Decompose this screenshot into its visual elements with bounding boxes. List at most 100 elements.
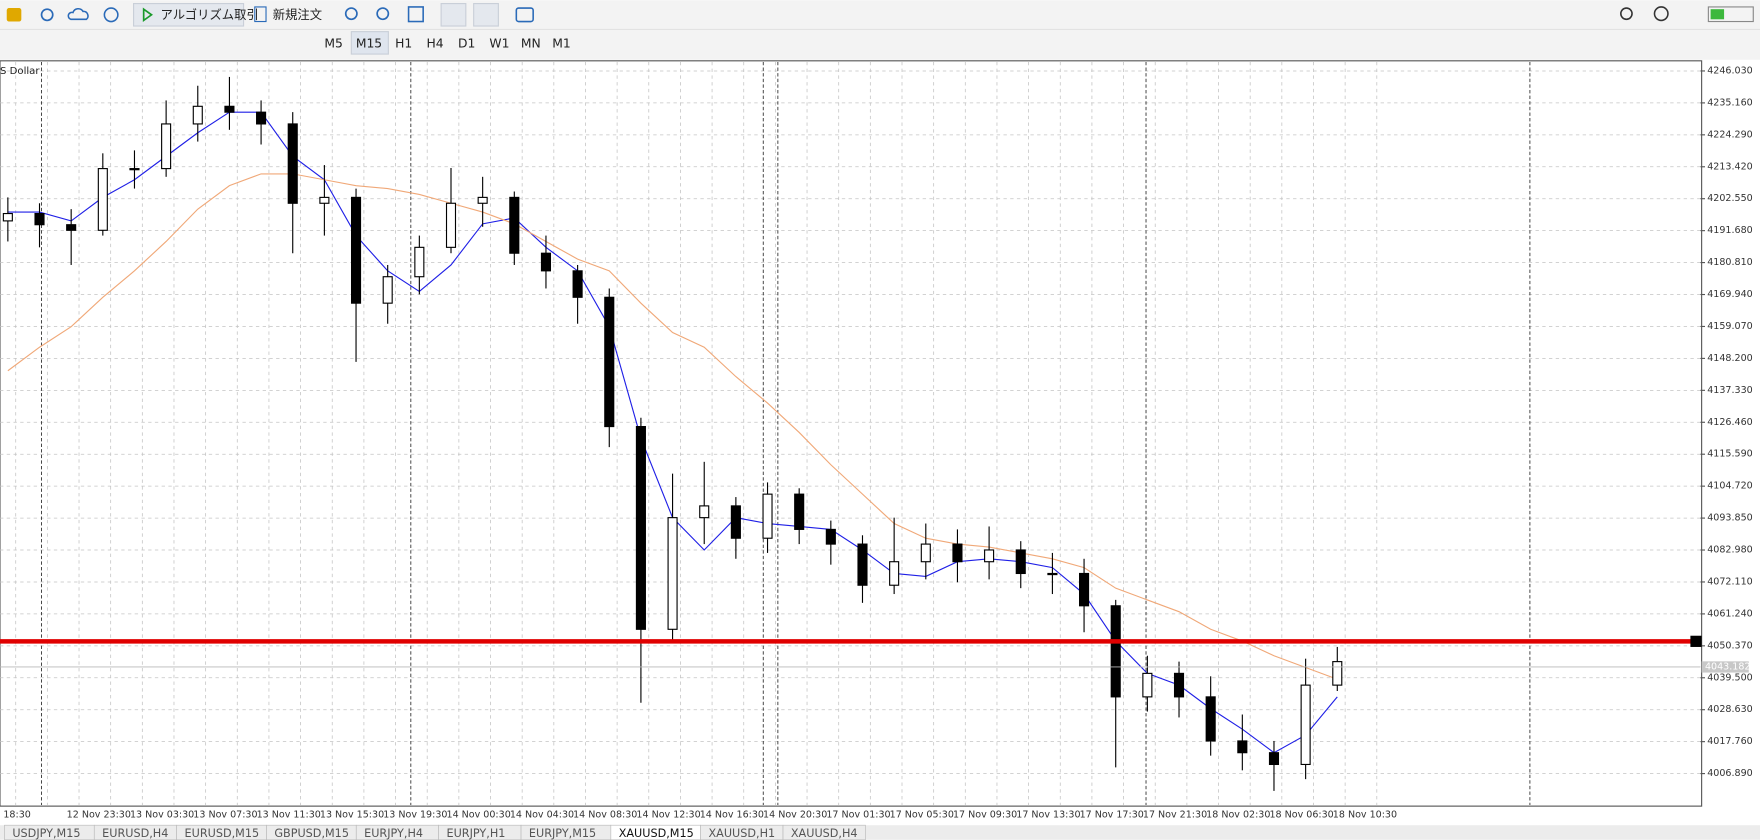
candle-body — [1047, 572, 1058, 576]
x-tick-label: 12 Nov 23:30 — [67, 810, 131, 821]
y-tick-label: 4061.240 — [1707, 608, 1752, 619]
y-tick-label: 4115.590 — [1707, 449, 1752, 460]
candle-body — [414, 246, 425, 278]
candle-body — [540, 252, 552, 272]
battery-level — [1710, 9, 1725, 20]
candle-body — [477, 196, 488, 204]
vps-icon[interactable] — [103, 7, 119, 23]
candle-body — [667, 517, 678, 630]
tab-label[interactable]: USDJPY,M15 — [12, 827, 80, 840]
tab-label[interactable]: XAUUSD,H4 — [791, 827, 858, 840]
timeframe[interactable]: H4 — [427, 36, 444, 50]
y-tick-label: 4104.720 — [1707, 481, 1752, 492]
timeframe[interactable]: M5 — [324, 36, 342, 50]
candle-body — [1110, 605, 1121, 698]
candle-body — [825, 528, 836, 545]
shift-button[interactable] — [473, 3, 499, 27]
x-tick-label: 14 Nov 16:30 — [700, 810, 764, 821]
x-tick-label: 17 Nov 13:30 — [1016, 810, 1080, 821]
tab-label[interactable]: EURJPY,M15 — [529, 827, 596, 840]
cloud-icon[interactable] — [67, 7, 89, 21]
candle-body — [256, 111, 267, 125]
y-tick-label: 4202.550 — [1707, 193, 1752, 204]
candle-body — [161, 123, 172, 170]
last-price-label: 4043.182 — [1705, 661, 1750, 672]
y-tick-label: 4072.110 — [1707, 576, 1752, 587]
autoscroll-button[interactable] — [440, 3, 467, 27]
order-icon — [254, 6, 267, 23]
zoom-in[interactable] — [344, 7, 358, 21]
y-tick-label: 4017.760 — [1707, 736, 1752, 747]
x-tick-label: 14 Nov 00:30 — [447, 810, 511, 821]
y-tick-label: 4137.330 — [1707, 385, 1752, 396]
tab-label[interactable]: EURJPY,H1 — [447, 827, 506, 840]
tab-label[interactable]: EURUSD,M15 — [185, 827, 260, 840]
account-icon[interactable] — [1653, 6, 1669, 22]
candle-body — [1142, 672, 1153, 698]
y-tick-label: 4224.290 — [1707, 129, 1752, 140]
plot-area — [0, 60, 1703, 807]
timeframe[interactable]: D1 — [458, 36, 475, 50]
candle-body — [66, 224, 77, 231]
x-tick-label: 14 Nov 20:30 — [763, 810, 827, 821]
tab-label[interactable]: EURUSD,H4 — [102, 827, 168, 840]
zoom-out[interactable] — [376, 7, 390, 21]
screenshot-icon[interactable] — [515, 7, 534, 23]
x-tick-label: 18:30 — [3, 810, 30, 821]
timeframe[interactable]: M1 — [552, 36, 570, 50]
candle-body — [192, 105, 203, 125]
timeframe[interactable]: M15 — [356, 36, 382, 50]
tab-label[interactable]: EURJPY,H4 — [364, 827, 423, 840]
y-tick-label: 4169.940 — [1707, 289, 1752, 300]
timeframe[interactable]: H1 — [395, 36, 412, 50]
tab-label[interactable]: GBPUSD,M15 — [274, 827, 349, 840]
tab-label[interactable]: XAUUSD,H1 — [708, 827, 775, 840]
algo-button[interactable] — [133, 3, 245, 27]
line-handle[interactable] — [1690, 635, 1702, 647]
candle-body — [1300, 684, 1311, 766]
signals-icon[interactable] — [40, 8, 54, 22]
candle-body — [730, 505, 741, 539]
algo-label: アルゴリズム取引 — [161, 7, 259, 22]
y-tick-label: 4093.850 — [1707, 513, 1752, 524]
y-tick-label: 4235.160 — [1707, 97, 1752, 108]
x-tick-label: 13 Nov 03:30 — [130, 810, 194, 821]
x-tick-label: 17 Nov 21:30 — [1143, 810, 1207, 821]
y-tick-label: 4191.680 — [1707, 225, 1752, 236]
candle-body — [445, 202, 457, 248]
candle-body — [224, 105, 235, 113]
x-tick-label: 18 Nov 06:30 — [1269, 810, 1333, 821]
candle-body — [889, 561, 900, 586]
candle-body — [984, 549, 995, 563]
candle-body — [1173, 672, 1185, 698]
candle-body — [794, 493, 805, 530]
y-tick-label: 4050.370 — [1707, 640, 1752, 651]
y-tick-label: 4148.200 — [1707, 353, 1752, 364]
tab-label[interactable]: XAUUSD,M15 — [619, 827, 694, 840]
x-tick-label: 17 Nov 01:30 — [826, 810, 890, 821]
candle-body — [287, 123, 298, 204]
x-tick-label: 18 Nov 10:30 — [1333, 810, 1397, 821]
candle-body — [97, 168, 108, 231]
candle-body — [1237, 740, 1248, 754]
timeframe-active-bg — [350, 31, 389, 55]
candle-body — [509, 196, 520, 254]
candle-body — [1268, 752, 1280, 766]
search-icon[interactable] — [1620, 7, 1633, 21]
tile-icon[interactable] — [407, 6, 424, 23]
candle-body — [572, 270, 583, 298]
candle-body — [857, 543, 868, 586]
market-icon[interactable] — [6, 8, 22, 22]
timeframe[interactable]: MN — [521, 36, 541, 50]
y-tick-label: 4180.810 — [1707, 257, 1752, 268]
y-tick-label: 4159.070 — [1707, 321, 1752, 332]
marks: 4043.182 — [0, 76, 1750, 791]
new-order-label[interactable]: 新規注文 — [273, 7, 322, 22]
x-tick-label: 17 Nov 05:30 — [890, 810, 954, 821]
candle-body — [1079, 572, 1090, 607]
x-tick-label: 14 Nov 12:30 — [636, 810, 700, 821]
candle-body — [1015, 549, 1026, 575]
timeframe[interactable]: W1 — [489, 36, 509, 50]
